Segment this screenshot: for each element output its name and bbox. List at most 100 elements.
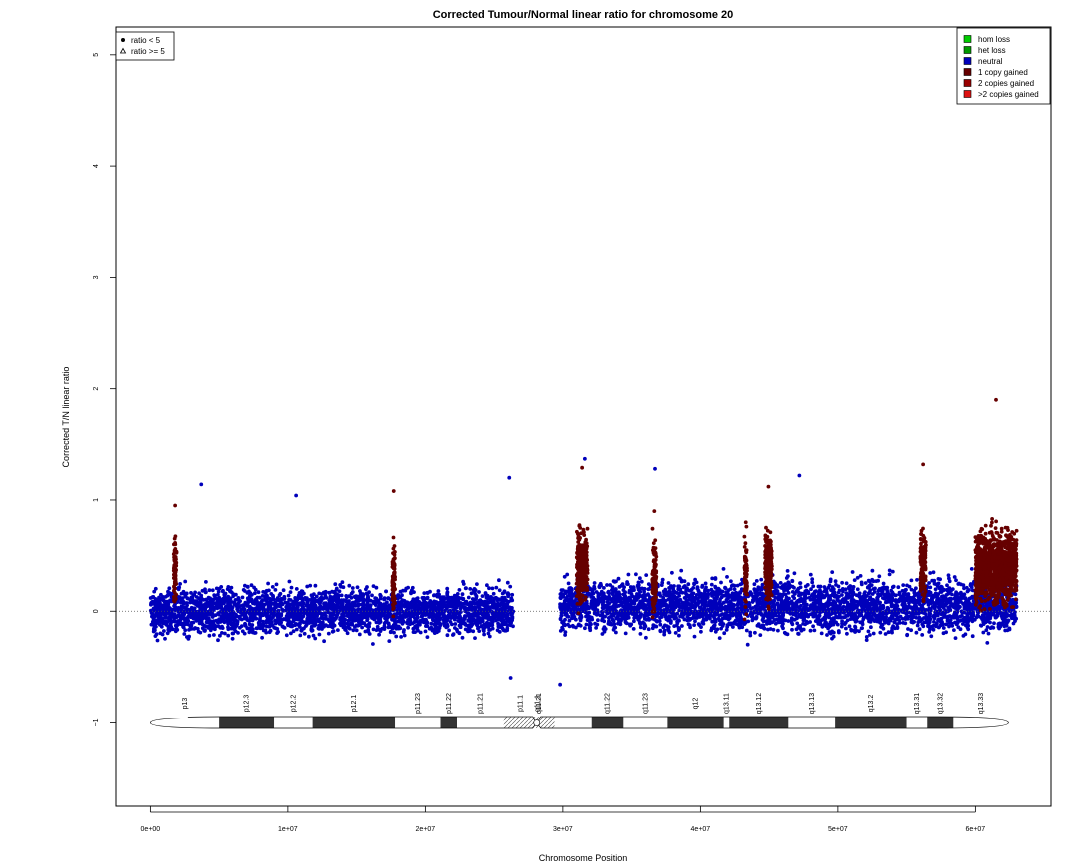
neutral-point — [725, 625, 730, 629]
neutral-point — [167, 586, 172, 591]
neutral-point — [505, 592, 510, 596]
neutral-point — [154, 632, 159, 637]
neutral-point — [267, 596, 272, 601]
neutral-point — [863, 581, 868, 585]
neutral-point — [387, 614, 392, 618]
neutral-point — [475, 617, 480, 622]
neutral-point — [179, 591, 184, 596]
neutral-point — [257, 604, 262, 609]
neutral-point — [258, 613, 263, 618]
neutral-point — [414, 626, 419, 631]
neutral-point — [491, 591, 496, 596]
neutral-point — [692, 581, 696, 586]
neutral-point — [236, 597, 240, 602]
neutral-point — [188, 624, 193, 629]
neutral-point — [424, 618, 429, 623]
neutral-point — [771, 627, 776, 632]
neutral-point — [473, 636, 477, 640]
neutral-point — [312, 597, 317, 602]
neutral-point — [166, 589, 170, 594]
neutral-point — [157, 605, 162, 610]
neutral-point — [386, 596, 390, 601]
neutral-point — [365, 595, 370, 600]
neutral-point — [226, 633, 231, 638]
neutral-point — [342, 614, 346, 618]
neutral-point — [992, 621, 996, 626]
neutral-point — [398, 626, 403, 631]
neutral-point — [200, 626, 205, 631]
neutral-point — [277, 593, 282, 598]
neutral-point — [153, 597, 158, 601]
neutral-point — [183, 628, 188, 633]
neutral-point — [792, 571, 797, 576]
neutral-point — [286, 622, 290, 627]
neutral-point — [386, 625, 391, 630]
neutral-point — [323, 589, 328, 594]
neutral-point — [837, 630, 841, 635]
neutral-point — [442, 621, 446, 626]
neutral-point — [352, 594, 357, 599]
neutral-point — [309, 614, 313, 619]
neutral-point — [287, 579, 292, 584]
neutral-point — [338, 601, 343, 605]
neutral-point — [309, 624, 314, 629]
neutral-point — [411, 626, 416, 631]
neutral-point — [345, 621, 350, 626]
neutral-point — [169, 626, 174, 631]
neutral-point — [218, 633, 222, 638]
neutral-point — [807, 595, 812, 600]
neutral-point — [432, 593, 436, 598]
neutral-point — [480, 619, 485, 624]
neutral-point — [198, 600, 203, 605]
neutral-point — [680, 624, 684, 628]
neutral-point — [986, 631, 991, 636]
neutral-point — [162, 629, 166, 633]
neutral-point — [490, 586, 495, 591]
neutral-point — [901, 621, 906, 625]
neutral-point — [261, 623, 266, 628]
neutral-point — [228, 603, 233, 608]
neutral-point — [185, 596, 190, 600]
neutral-point — [152, 613, 157, 618]
neutral-point — [354, 628, 359, 633]
neutral-point — [878, 630, 883, 635]
neutral-point — [251, 613, 256, 618]
neutral-point — [502, 589, 507, 594]
neutral-point — [218, 601, 223, 606]
neutral-point — [213, 613, 218, 618]
neutral-point — [459, 596, 464, 601]
neutral-point — [174, 626, 179, 631]
neutral-point — [402, 628, 406, 632]
neutral-point — [336, 595, 341, 599]
neutral-point — [796, 631, 800, 636]
neutral-point — [484, 603, 488, 607]
neutral-point — [374, 596, 379, 601]
neutral-point — [480, 594, 485, 598]
neutral-point — [463, 622, 468, 627]
neutral-point — [445, 622, 450, 627]
neutral-point — [210, 588, 215, 593]
neutral-point — [154, 624, 158, 629]
neutral-point — [835, 622, 840, 627]
neutral-point — [367, 632, 372, 636]
neutral-point — [181, 601, 186, 606]
neutral-point — [317, 632, 322, 637]
neutral-point — [474, 594, 479, 598]
data-points — [148, 397, 1019, 687]
neutral-point — [296, 616, 300, 621]
neutral-point — [314, 594, 319, 599]
neutral-point — [758, 633, 763, 637]
neutral-point — [436, 589, 441, 593]
neutral-point — [917, 627, 922, 632]
neutral-point — [985, 625, 990, 629]
neutral-point — [454, 597, 459, 602]
neutral-point — [294, 587, 299, 591]
neutral-point — [503, 606, 507, 610]
neutral-point — [472, 613, 477, 618]
neutral-point — [495, 606, 499, 610]
neutral-point — [927, 581, 931, 585]
neutral-point — [988, 620, 992, 625]
neutral-point — [290, 624, 294, 629]
neutral-point — [382, 596, 387, 601]
plot-frame — [115, 26, 1052, 807]
